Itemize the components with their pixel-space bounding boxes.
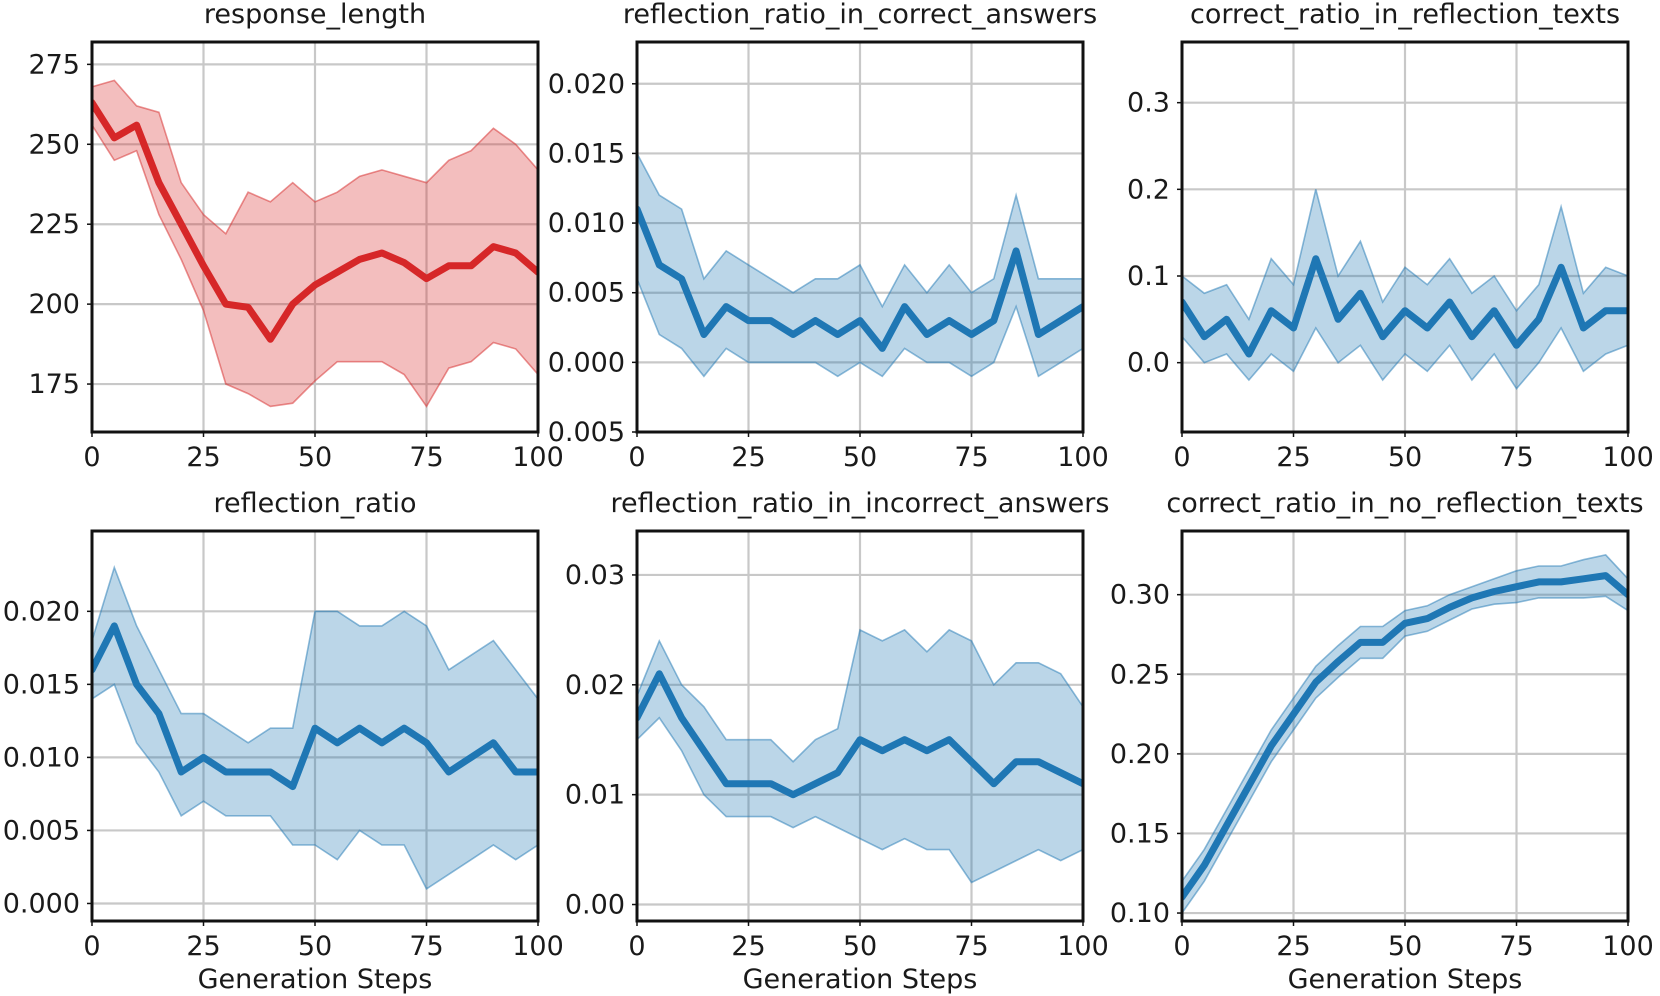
panel-1: 0 25 50 75 100 175 200 225 250 275 response_length xyxy=(28,0,563,473)
y-tick-label: 0.03 xyxy=(565,560,625,591)
panel-title: response_length xyxy=(204,0,426,30)
x-axis-label: Generation Steps xyxy=(743,964,978,995)
panel-6: 0 25 50 75 100 0.10 0.15 0.20 0.25 0.30 correct_ra… xyxy=(1110,488,1654,995)
x-tick-label: 0 xyxy=(1173,442,1190,473)
band-area xyxy=(637,629,1083,883)
x-tick-label: 25 xyxy=(186,442,220,473)
panel-3: 0 25 50 75 100 0.0 0.1 0.2 0.3 correct_ratio_in_r… xyxy=(1127,0,1654,473)
lower-line xyxy=(92,124,538,408)
x-tick-label: 100 xyxy=(1057,931,1109,962)
x-tick-label: 0 xyxy=(83,931,100,962)
lower-line xyxy=(1182,326,1628,391)
y-tick-label: 225 xyxy=(28,209,80,240)
y-tick-label: 0.005 xyxy=(548,278,625,309)
band-area xyxy=(92,80,538,407)
y-tick-label: 0.01 xyxy=(565,780,625,811)
mean-line xyxy=(1182,255,1628,358)
y-tick-label: 0.02 xyxy=(565,670,625,701)
y-tick-label: 0.015 xyxy=(548,138,625,169)
panel-5: 0 25 50 75 100 0.00 0.01 0.02 0.03 reflection_rat… xyxy=(565,488,1110,995)
y-tick-label: 0.0 xyxy=(1127,348,1170,379)
y-tick-label: 0.25 xyxy=(1110,659,1170,690)
y-tick-label: 0.005 xyxy=(3,815,80,846)
x-tick-label: 100 xyxy=(512,442,564,473)
x-tick-label: 75 xyxy=(409,442,443,473)
mean-line xyxy=(637,670,1083,799)
x-tick-label: 100 xyxy=(1602,442,1654,473)
y-tick-label: 0.010 xyxy=(3,742,80,773)
x-tick-label: 25 xyxy=(1276,931,1310,962)
lower-line xyxy=(637,278,1083,378)
mean-line xyxy=(1182,572,1628,901)
panel-4: 0 25 50 75 100 0.000 0.005 0.010 0.015 0.020 refle… xyxy=(3,488,564,995)
x-axis-label: Generation Steps xyxy=(198,964,433,995)
y-tick-label: 0.1 xyxy=(1127,261,1170,292)
panel-title: reflection_ratio_in_incorrect_answers xyxy=(611,488,1110,519)
mean-line xyxy=(92,622,538,791)
y-tick-label: 0.005 xyxy=(548,417,625,448)
mean-line xyxy=(637,205,1083,352)
x-tick-label: 0 xyxy=(628,442,645,473)
y-tick-label: 250 xyxy=(28,129,80,160)
x-tick-label: 50 xyxy=(298,931,332,962)
x-tick-label: 50 xyxy=(843,442,877,473)
x-tick-label: 75 xyxy=(409,931,443,962)
panel-title: correct_ratio_in_no_reflection_texts xyxy=(1166,488,1643,519)
x-tick-label: 100 xyxy=(512,931,564,962)
mean-line xyxy=(92,99,538,343)
x-tick-label: 50 xyxy=(843,931,877,962)
y-tick-label: 0.00 xyxy=(565,890,625,921)
x-tick-label: 75 xyxy=(954,442,988,473)
x-tick-label: 25 xyxy=(731,931,765,962)
panel-2: 0 25 50 75 100 0.005 0.000 0.005 0.010 0.015 0.020… xyxy=(548,0,1109,473)
x-tick-label: 75 xyxy=(954,931,988,962)
x-tick-label: 0 xyxy=(83,442,100,473)
upper-line xyxy=(637,153,1083,309)
lower-line xyxy=(1182,595,1628,914)
y-tick-label: 0.2 xyxy=(1127,174,1170,205)
y-tick-label: 0.020 xyxy=(548,69,625,100)
upper-line xyxy=(637,628,1083,763)
panel-title: correct_ratio_in_reflection_texts xyxy=(1190,0,1620,30)
x-tick-label: 75 xyxy=(1499,931,1533,962)
lower-line xyxy=(637,716,1083,884)
upper-line xyxy=(1182,189,1628,322)
y-tick-label: 0.3 xyxy=(1127,88,1170,119)
x-tick-label: 50 xyxy=(1388,442,1422,473)
y-tick-label: 0.000 xyxy=(3,888,80,919)
x-tick-label: 25 xyxy=(731,442,765,473)
x-tick-label: 100 xyxy=(1602,931,1654,962)
upper-line xyxy=(1182,554,1628,882)
y-tick-label: 0.10 xyxy=(1110,898,1170,929)
x-tick-label: 0 xyxy=(628,931,645,962)
x-tick-label: 100 xyxy=(1057,442,1109,473)
x-tick-label: 0 xyxy=(1173,931,1190,962)
y-tick-label: 0.15 xyxy=(1110,818,1170,849)
y-tick-label: 275 xyxy=(28,49,80,80)
x-tick-label: 25 xyxy=(1276,442,1310,473)
upper-line xyxy=(92,79,538,236)
y-tick-label: 0.20 xyxy=(1110,739,1170,770)
y-tick-label: 175 xyxy=(28,369,80,400)
y-tick-label: 200 xyxy=(28,289,80,320)
x-tick-label: 50 xyxy=(1388,931,1422,962)
x-axis-label: Generation Steps xyxy=(1288,964,1523,995)
y-tick-label: 0.000 xyxy=(548,347,625,378)
lower-line xyxy=(92,683,538,891)
panel-title: reflection_ratio xyxy=(213,488,416,519)
x-tick-label: 75 xyxy=(1499,442,1533,473)
x-tick-label: 25 xyxy=(186,931,220,962)
y-tick-label: 0.010 xyxy=(548,208,625,239)
x-tick-label: 50 xyxy=(298,442,332,473)
y-tick-label: 0.015 xyxy=(3,669,80,700)
upper-line xyxy=(92,565,538,744)
y-tick-label: 0.30 xyxy=(1110,580,1170,611)
panel-title: reflection_ratio_in_correct_answers xyxy=(623,0,1097,30)
y-tick-label: 0.020 xyxy=(3,596,80,627)
